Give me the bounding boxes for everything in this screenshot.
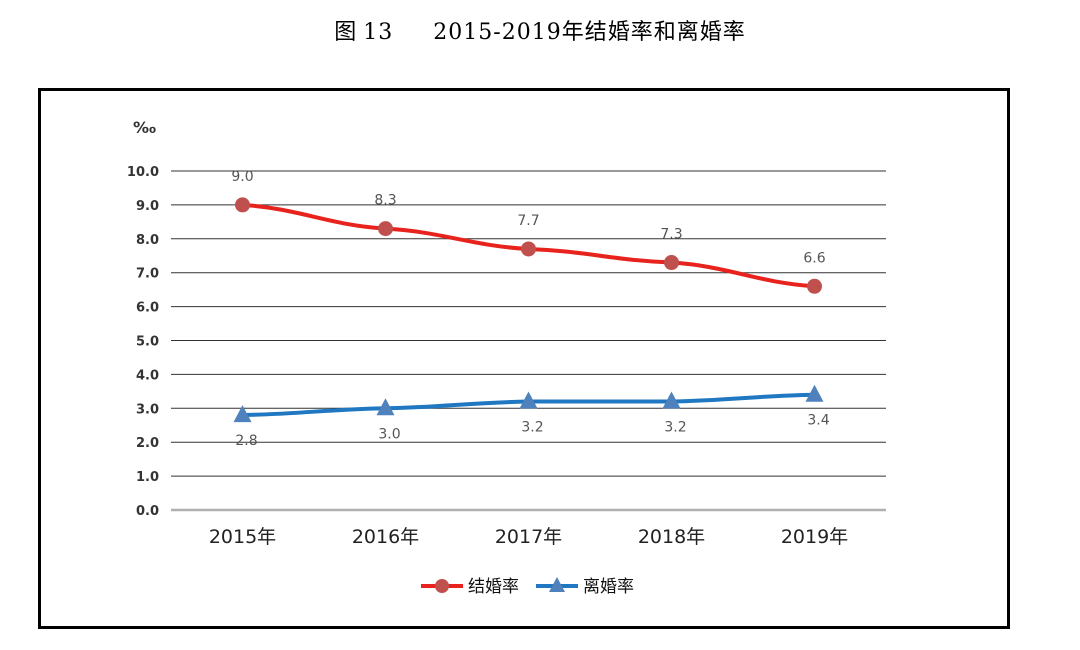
y-tick-label: 4.0 xyxy=(136,368,159,383)
data-label: 6.6 xyxy=(803,250,825,266)
y-tick-label: 3.0 xyxy=(136,402,159,417)
x-tick-label: 2019年 xyxy=(781,526,848,548)
x-tick-label: 2016年 xyxy=(352,526,419,548)
y-tick-label: 7.0 xyxy=(136,267,159,282)
data-point-circle xyxy=(235,197,250,213)
data-label: 3.2 xyxy=(664,420,686,436)
figure-label: 图 xyxy=(334,20,358,45)
legend-label: 离婚率 xyxy=(583,577,634,597)
y-tick-label: 9.0 xyxy=(136,199,159,214)
data-label: 8.3 xyxy=(374,193,396,209)
x-tick-label: 2018年 xyxy=(638,526,705,548)
data-label: 7.3 xyxy=(660,227,682,243)
data-label: 3.4 xyxy=(807,413,829,429)
legend-marker-triangle xyxy=(549,577,565,592)
x-tick-label: 2015年 xyxy=(209,526,276,548)
data-label: 2.8 xyxy=(235,433,257,449)
line-chart: 0.0 1.0 2.0 3.0 4.0 5.0 6.0 7.0 8.0 9.0 10.0 ‰ 2015年… xyxy=(127,118,886,597)
data-label: 9.0 xyxy=(231,169,253,185)
data-point-circle xyxy=(664,255,679,271)
data-point-triangle xyxy=(376,398,395,416)
data-point-triangle xyxy=(519,391,538,409)
y-tick-label: 2.0 xyxy=(136,436,159,451)
legend-marker-circle xyxy=(435,579,449,593)
y-unit-label: ‰ xyxy=(133,118,156,137)
data-point-triangle xyxy=(233,405,252,423)
data-point-triangle xyxy=(805,384,824,402)
legend-label: 结婚率 xyxy=(468,577,519,597)
chart-frame: 0.0 1.0 2.0 3.0 4.0 5.0 6.0 7.0 8.0 9.0 10.0 ‰ 2015年… xyxy=(38,88,1010,629)
y-tick-label: 1.0 xyxy=(136,470,159,485)
data-point-circle xyxy=(807,278,822,294)
figure-title: 图 13 2015-2019年结婚率和离婚率 xyxy=(0,14,1080,46)
data-point-circle xyxy=(521,241,536,257)
x-tick-label: 2017年 xyxy=(495,526,562,548)
data-label: 7.7 xyxy=(517,213,539,229)
figure-title-text: 2015-2019年结婚率和离婚率 xyxy=(433,20,746,45)
data-point-circle xyxy=(378,221,393,237)
data-label: 3.2 xyxy=(521,420,543,436)
figure-number: 13 xyxy=(363,20,394,45)
data-point-triangle xyxy=(662,391,681,409)
y-tick-label: 8.0 xyxy=(136,233,159,248)
y-tick-label: 10.0 xyxy=(127,165,159,180)
y-tick-label: 6.0 xyxy=(136,301,159,316)
y-tick-label: 0.0 xyxy=(136,504,159,519)
data-label: 3.0 xyxy=(378,426,400,442)
y-tick-label: 5.0 xyxy=(136,335,159,350)
